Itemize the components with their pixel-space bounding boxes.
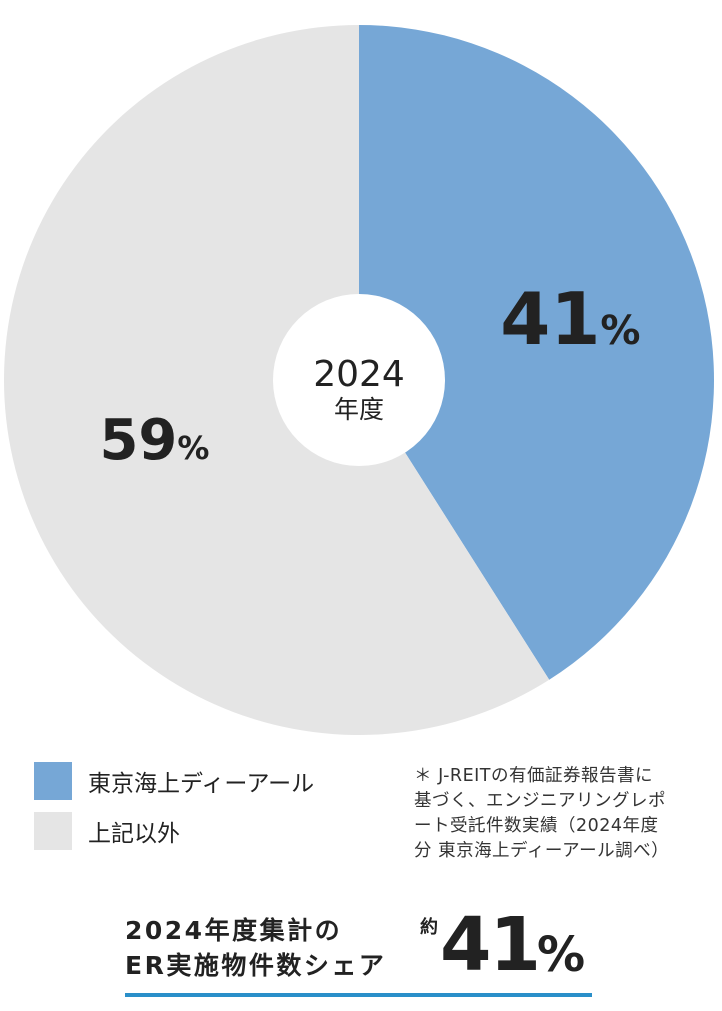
legend-swatch-tokio xyxy=(34,762,72,800)
footnote-line: ート受託件数実績（2024年度 xyxy=(414,816,659,836)
share-caption: 2024年度集計の ER実施物件数シェア xyxy=(125,913,386,983)
pie-slice-labels: 41%59% xyxy=(99,277,640,473)
pie-slice-value-1: 59 xyxy=(99,408,177,473)
legend-swatch-other xyxy=(34,812,72,850)
pie-slice-value-0: 41 xyxy=(500,277,600,361)
share-caption-line2: ER実施物件数シェア xyxy=(125,951,387,980)
footnote-line: ＊ J-REITの有価証券報告書に xyxy=(414,766,653,786)
pie-slice-label-0: 41% xyxy=(500,277,640,361)
chart-legend: 東京海上ディーアール 上記以外 xyxy=(34,762,314,862)
pie-chart: 2024 年度 41%59% xyxy=(3,25,714,736)
pie-slice-0 xyxy=(359,25,714,680)
share-caption-line1: 2024年度集計の xyxy=(125,916,343,945)
legend-label-tokio: 東京海上ディーアール xyxy=(88,771,315,797)
pie-slice-label-1: 59% xyxy=(99,408,209,473)
share-prefix: 約 xyxy=(420,917,438,938)
pie-slice-unit-0: % xyxy=(600,308,640,354)
share-value: 41 xyxy=(440,902,541,988)
center-unit-label: 年度 xyxy=(334,395,384,424)
footnote-line: 基づく、エンジニアリングレポ xyxy=(414,791,666,811)
share-underline xyxy=(125,993,592,997)
share-unit: % xyxy=(537,927,586,983)
pie-center-hole xyxy=(273,294,445,466)
footnote-line: 分 東京海上ディーアール調べ） xyxy=(414,841,670,861)
share-summary: 2024年度集計の ER実施物件数シェア 約 41 % xyxy=(125,905,592,997)
legend-item-other: 上記以外 xyxy=(34,812,314,850)
footnote: ＊ J-REITの有価証券報告書に 基づく、エンジニアリングレポ ート受託件数実… xyxy=(414,764,714,864)
center-year-label: 2024 xyxy=(313,354,405,395)
pie-slice-unit-1: % xyxy=(177,429,209,467)
legend-label-other: 上記以外 xyxy=(88,821,180,847)
legend-item-tokio: 東京海上ディーアール xyxy=(34,762,314,800)
